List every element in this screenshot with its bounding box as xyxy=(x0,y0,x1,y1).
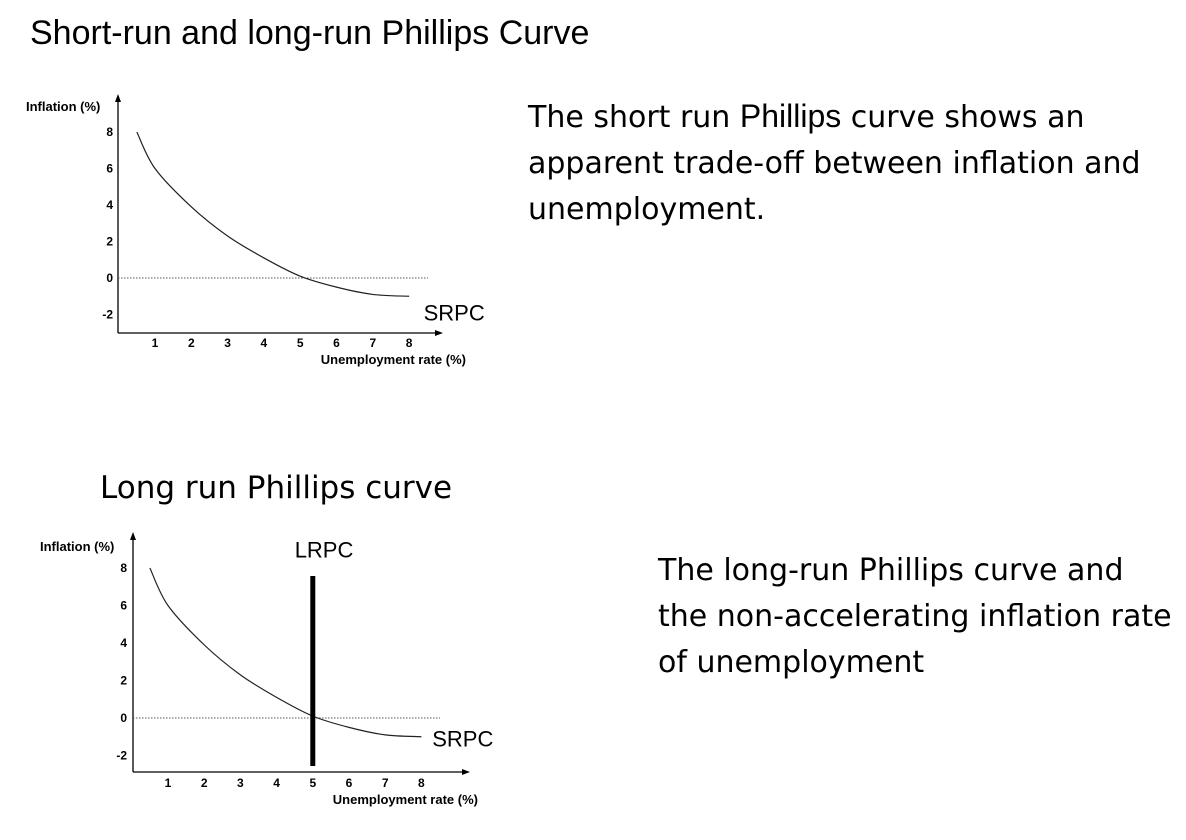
y-tick-label: 0 xyxy=(106,271,113,285)
srpc-label: SRPC xyxy=(432,727,493,752)
y-axis-arrow xyxy=(130,532,136,540)
y-tick-label: 0 xyxy=(120,711,127,725)
x-axis-label: Unemployment rate (%) xyxy=(333,792,478,807)
y-tick-label: 4 xyxy=(106,198,113,212)
y-tick-label: -2 xyxy=(102,308,113,322)
x-tick-label: 7 xyxy=(382,776,389,790)
srpc-curve xyxy=(149,567,422,738)
x-tick-label: 6 xyxy=(346,776,353,790)
short-run-description: The short run Phillips curve shows an ap… xyxy=(528,93,1178,233)
y-tick-label: -2 xyxy=(116,749,127,763)
x-tick-label: 7 xyxy=(369,336,376,350)
lrpc-label: LRPC xyxy=(295,537,354,562)
y-tick-label: 8 xyxy=(120,561,127,575)
y-tick-label: 2 xyxy=(120,674,127,688)
x-tick-label: 1 xyxy=(165,776,172,790)
y-axis-arrow xyxy=(115,94,121,102)
x-axis-arrow xyxy=(462,769,470,775)
y-axis-label: Inflation (%) xyxy=(40,539,114,554)
srpc-curve xyxy=(136,131,410,297)
x-axis-arrow xyxy=(435,330,443,336)
srpc-label: SRPC xyxy=(424,301,485,326)
description-1-phillips: Phillips xyxy=(739,98,842,134)
x-tick-label: 6 xyxy=(333,336,340,350)
y-tick-label: 8 xyxy=(106,125,113,139)
description-1-start: The short run xyxy=(528,100,740,135)
x-tick-label: 3 xyxy=(237,776,244,790)
description-1-end: curve shows an apparent trade-off betwee… xyxy=(528,100,1141,227)
x-tick-label: 5 xyxy=(309,776,316,790)
y-tick-label: 2 xyxy=(106,235,113,249)
long-run-description: The long-run Phillips curve and the non-… xyxy=(658,553,1172,680)
long-run-subtitle: Long run Phillips curve xyxy=(100,470,453,506)
page-title: Short-run and long-run Phillips Curve xyxy=(30,14,590,52)
x-tick-label: 1 xyxy=(152,336,159,350)
y-tick-label: 4 xyxy=(120,636,127,650)
y-tick-label: 6 xyxy=(106,162,113,176)
x-tick-label: 4 xyxy=(261,336,268,350)
x-tick-label: 5 xyxy=(297,336,304,350)
y-tick-label: 6 xyxy=(120,599,127,613)
x-tick-label: 4 xyxy=(273,776,280,790)
x-tick-label: 2 xyxy=(201,776,208,790)
x-axis-label: Unemployment rate (%) xyxy=(321,352,466,367)
x-tick-label: 8 xyxy=(418,776,425,790)
x-tick-label: 3 xyxy=(224,336,231,350)
y-axis-label: Inflation (%) xyxy=(26,99,100,114)
x-tick-label: 2 xyxy=(188,336,195,350)
x-tick-label: 8 xyxy=(406,336,413,350)
